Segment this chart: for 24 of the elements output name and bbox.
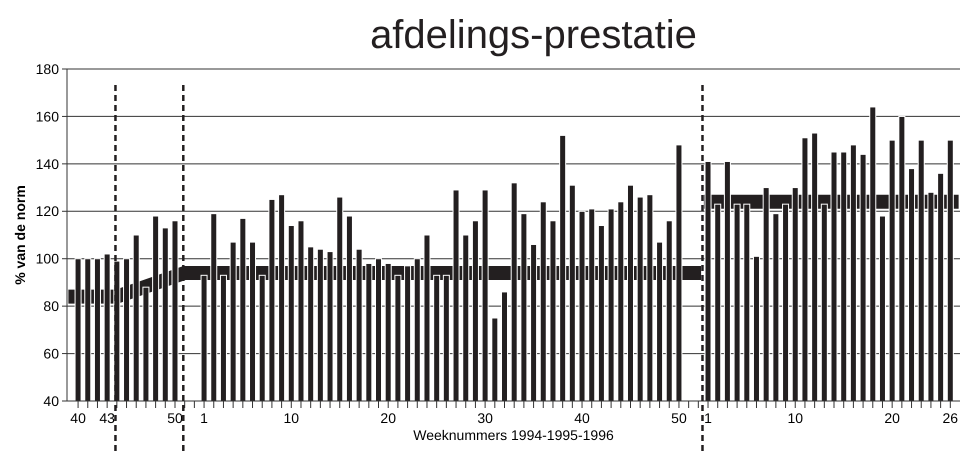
y-tick-label: 180 <box>36 60 60 77</box>
x-tick-label: 43 <box>99 410 116 426</box>
x-tick-label: 10 <box>284 410 300 426</box>
x-tick-label: 30 <box>477 410 494 426</box>
x-tick-label: 10 <box>787 410 804 426</box>
y-tick-label: 60 <box>43 345 60 362</box>
y-tick-label: 80 <box>43 298 60 314</box>
x-tick-label: 50 <box>671 410 687 426</box>
y-tick-label: 40 <box>43 392 60 409</box>
chart-title: afdelings-prestatie <box>370 13 697 57</box>
x-tick-label: 1 <box>200 410 208 426</box>
x-tick-label: 40 <box>574 410 590 426</box>
y-tick-label: 120 <box>36 203 60 220</box>
y-tick-label: 160 <box>36 108 60 124</box>
x-tick-label: 40 <box>70 410 86 426</box>
x-tick-label: 50 <box>167 410 183 426</box>
y-axis-title: % van de norm <box>12 185 28 285</box>
y-tick-label: 140 <box>36 156 60 172</box>
x-tick-label: 26 <box>942 410 958 426</box>
x-tick-label: 20 <box>884 410 900 426</box>
x-tick-label: 20 <box>380 410 396 426</box>
x-axis-title: Weeknummers 1994-1995-1996 <box>413 427 614 443</box>
x-tick-label: 1 <box>704 410 712 426</box>
y-tick-label: 100 <box>36 250 60 267</box>
